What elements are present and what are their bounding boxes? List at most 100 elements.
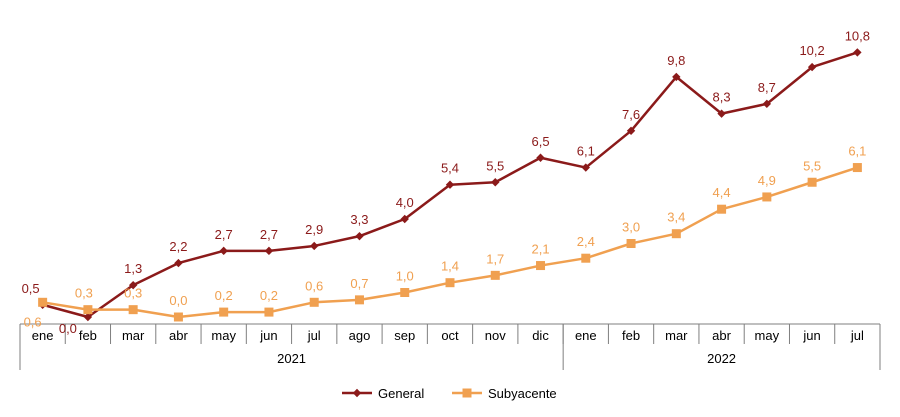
x-tick-label: abr bbox=[169, 328, 188, 343]
x-tick-label: jun bbox=[259, 328, 277, 343]
data-label-subyacente: 4,4 bbox=[713, 185, 731, 200]
point-general bbox=[581, 163, 590, 172]
x-tick-label: ene bbox=[575, 328, 597, 343]
x-axis: ene feb mar abr may jun jul ago sep oct nov dic ene f… bbox=[19, 323, 881, 370]
x-tick-label: jul bbox=[307, 328, 321, 343]
data-label-subyacente: 0,3 bbox=[124, 286, 142, 301]
data-label-general: 6,5 bbox=[531, 134, 549, 149]
data-labels: 0,5 0,0 1,3 2,2 2,7 2,7 2,9 3,3 4,0 5,4 5,5 6,5 6,1 7… bbox=[22, 28, 870, 336]
point-subyacente bbox=[671, 229, 681, 239]
point-general bbox=[310, 241, 319, 251]
series-layer bbox=[38, 48, 862, 322]
data-label-general: 6,1 bbox=[577, 144, 595, 159]
point-subyacente bbox=[354, 295, 364, 305]
data-label-general: 10,2 bbox=[799, 43, 824, 58]
year-label: 2021 bbox=[277, 351, 306, 366]
point-general bbox=[219, 246, 228, 256]
x-tick-label: oct bbox=[441, 328, 459, 343]
point-general bbox=[445, 180, 455, 189]
point-subyacente bbox=[717, 204, 727, 214]
data-label-general: 0,5 bbox=[22, 281, 40, 296]
data-label-subyacente: 4,9 bbox=[758, 173, 776, 188]
legend-label-subyacente: Subyacente bbox=[488, 386, 557, 401]
data-label-general: 0,0 bbox=[59, 321, 77, 336]
legend-label-general: General bbox=[378, 386, 424, 401]
year-label: 2022 bbox=[707, 351, 736, 366]
legend-marker bbox=[352, 388, 362, 398]
point-general bbox=[174, 258, 183, 268]
point-general bbox=[128, 280, 138, 290]
data-label-subyacente: 0,6 bbox=[24, 314, 42, 329]
point-subyacente bbox=[536, 261, 546, 271]
x-tick-label: abr bbox=[712, 328, 731, 343]
point-general bbox=[626, 126, 636, 135]
data-label-subyacente: 2,4 bbox=[577, 234, 595, 249]
point-subyacente bbox=[173, 312, 183, 322]
data-label-general: 2,9 bbox=[305, 222, 323, 237]
data-label-subyacente: 0,6 bbox=[305, 278, 323, 293]
point-subyacente bbox=[852, 163, 862, 173]
point-general bbox=[491, 178, 500, 187]
data-label-general: 10,8 bbox=[845, 28, 870, 43]
point-general bbox=[400, 214, 409, 224]
point-subyacente bbox=[264, 307, 274, 317]
data-label-subyacente: 3,4 bbox=[667, 210, 685, 225]
point-general bbox=[762, 99, 772, 109]
x-tick-label: jun bbox=[802, 328, 820, 343]
x-tick-label: mar bbox=[122, 328, 145, 343]
x-tick-label: may bbox=[755, 328, 780, 343]
data-label-subyacente: 5,5 bbox=[803, 158, 821, 173]
x-tick-label: jul bbox=[850, 328, 864, 343]
data-label-general: 8,3 bbox=[713, 90, 731, 105]
data-label-subyacente: 0,3 bbox=[75, 286, 93, 301]
data-label-subyacente: 0,2 bbox=[215, 288, 233, 303]
legend: General Subyacente bbox=[342, 386, 557, 401]
data-label-general: 2,2 bbox=[169, 239, 187, 254]
data-label-subyacente: 1,7 bbox=[486, 251, 504, 266]
data-label-general: 5,5 bbox=[486, 158, 504, 173]
series-line-subyacente bbox=[42, 166, 858, 319]
point-general bbox=[672, 72, 681, 82]
x-tick-label: feb bbox=[622, 328, 640, 343]
x-tick-label: sep bbox=[394, 328, 415, 343]
point-subyacente bbox=[807, 177, 817, 187]
point-subyacente bbox=[762, 192, 772, 202]
point-subyacente bbox=[626, 239, 636, 248]
point-general bbox=[536, 153, 545, 162]
data-label-general: 1,3 bbox=[124, 261, 142, 276]
point-subyacente bbox=[581, 253, 591, 263]
data-label-general: 4,0 bbox=[396, 195, 414, 210]
x-tick-label: feb bbox=[79, 328, 97, 343]
point-subyacente bbox=[309, 297, 319, 307]
point-general bbox=[807, 62, 817, 72]
data-label-subyacente: 0,2 bbox=[260, 288, 278, 303]
point-subyacente bbox=[445, 278, 455, 288]
x-tick-label: ago bbox=[349, 328, 371, 343]
data-label-subyacente: 0,7 bbox=[350, 276, 368, 291]
data-label-subyacente: 0,0 bbox=[169, 293, 187, 308]
point-general bbox=[355, 231, 364, 241]
data-label-subyacente: 6,1 bbox=[848, 144, 866, 159]
legend-marker bbox=[462, 388, 472, 398]
point-subyacente bbox=[38, 297, 48, 307]
point-subyacente bbox=[219, 307, 229, 317]
data-label-general: 2,7 bbox=[215, 227, 233, 242]
point-subyacente bbox=[400, 288, 410, 297]
x-tick-label: ene bbox=[32, 328, 54, 343]
point-general bbox=[264, 246, 274, 256]
data-label-general: 9,8 bbox=[667, 53, 685, 68]
data-label-subyacente: 3,0 bbox=[622, 220, 640, 235]
x-tick-label: nov bbox=[485, 328, 506, 343]
point-subyacente bbox=[83, 305, 93, 315]
data-label-general: 2,7 bbox=[260, 227, 278, 242]
x-tick-label: mar bbox=[665, 328, 688, 343]
data-label-subyacente: 2,1 bbox=[531, 242, 549, 257]
point-subyacente bbox=[490, 270, 500, 280]
data-label-general: 7,6 bbox=[622, 107, 640, 122]
data-label-subyacente: 1,4 bbox=[441, 259, 459, 274]
data-label-general: 5,4 bbox=[441, 161, 459, 176]
data-label-general: 8,7 bbox=[758, 80, 776, 95]
point-general bbox=[853, 48, 862, 57]
x-tick-label: may bbox=[211, 328, 236, 343]
